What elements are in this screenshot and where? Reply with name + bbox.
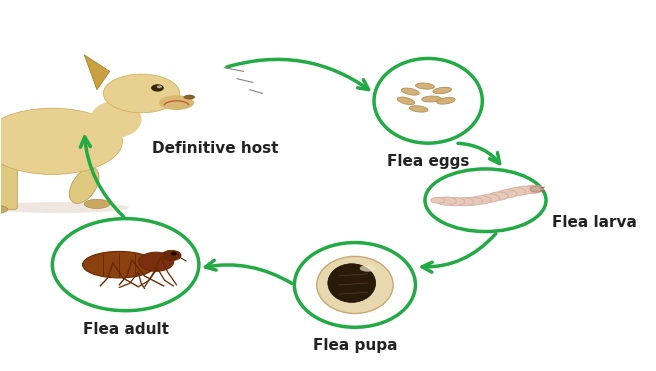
Ellipse shape bbox=[342, 265, 358, 272]
Ellipse shape bbox=[422, 96, 441, 102]
Ellipse shape bbox=[0, 202, 129, 213]
Ellipse shape bbox=[103, 74, 180, 113]
Circle shape bbox=[151, 84, 164, 92]
Ellipse shape bbox=[515, 186, 535, 194]
Ellipse shape bbox=[480, 194, 500, 202]
Ellipse shape bbox=[433, 87, 451, 94]
Polygon shape bbox=[84, 55, 110, 90]
Text: Flea pupa: Flea pupa bbox=[313, 338, 397, 353]
Ellipse shape bbox=[359, 265, 376, 272]
Text: Flea eggs: Flea eggs bbox=[387, 154, 469, 169]
Ellipse shape bbox=[52, 219, 199, 311]
Text: Flea adult: Flea adult bbox=[83, 322, 169, 337]
Ellipse shape bbox=[431, 197, 445, 203]
Ellipse shape bbox=[70, 168, 99, 203]
Ellipse shape bbox=[0, 108, 123, 174]
Ellipse shape bbox=[437, 197, 456, 205]
Ellipse shape bbox=[398, 97, 415, 105]
Ellipse shape bbox=[91, 101, 142, 138]
Circle shape bbox=[157, 85, 162, 88]
Ellipse shape bbox=[409, 106, 428, 112]
Ellipse shape bbox=[295, 243, 415, 327]
Text: Flea larva: Flea larva bbox=[552, 215, 637, 230]
Ellipse shape bbox=[445, 197, 465, 206]
Ellipse shape bbox=[497, 190, 517, 198]
Ellipse shape bbox=[0, 205, 8, 214]
Ellipse shape bbox=[162, 250, 181, 260]
FancyBboxPatch shape bbox=[0, 161, 17, 210]
Ellipse shape bbox=[374, 59, 482, 143]
Ellipse shape bbox=[462, 197, 482, 205]
Ellipse shape bbox=[328, 264, 376, 302]
Ellipse shape bbox=[506, 188, 525, 196]
Ellipse shape bbox=[317, 256, 393, 313]
Ellipse shape bbox=[159, 95, 194, 110]
Ellipse shape bbox=[530, 186, 543, 192]
Ellipse shape bbox=[437, 98, 455, 104]
Ellipse shape bbox=[523, 185, 543, 193]
Ellipse shape bbox=[83, 252, 156, 278]
Ellipse shape bbox=[138, 252, 174, 271]
Circle shape bbox=[171, 252, 177, 256]
Ellipse shape bbox=[472, 196, 491, 204]
Ellipse shape bbox=[454, 198, 474, 206]
Ellipse shape bbox=[415, 83, 434, 89]
Ellipse shape bbox=[84, 199, 110, 209]
Ellipse shape bbox=[425, 169, 546, 232]
Ellipse shape bbox=[184, 95, 195, 99]
Text: Definitive host: Definitive host bbox=[152, 141, 278, 156]
Ellipse shape bbox=[489, 192, 508, 200]
Ellipse shape bbox=[401, 88, 419, 95]
